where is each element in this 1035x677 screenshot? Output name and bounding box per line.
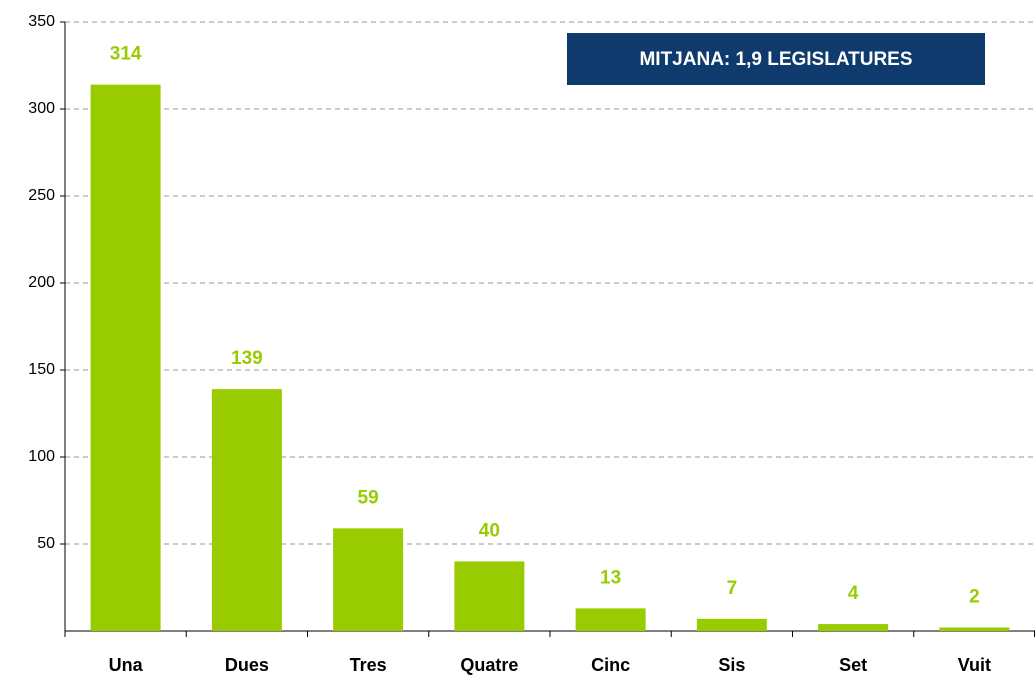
x-tick-label: Vuit — [958, 655, 991, 675]
y-tick-label: 50 — [37, 535, 55, 552]
annotation: MITJANA: 1,9 LEGISLATURES — [639, 49, 912, 70]
annotation-box — [567, 33, 985, 85]
y-tick-label: 150 — [28, 361, 55, 378]
x-tick-label: Sis — [718, 655, 745, 675]
value-label: 40 — [479, 520, 500, 541]
bar — [696, 618, 767, 631]
y-tick-label: 100 — [28, 448, 55, 465]
bar — [575, 608, 646, 631]
y-tick-label: 300 — [28, 100, 55, 117]
value-label: 59 — [358, 487, 379, 508]
bar — [454, 561, 525, 631]
x-tick-label: Cinc — [591, 655, 630, 675]
value-label: 314 — [110, 44, 142, 65]
bar — [939, 627, 1010, 631]
value-label: 2 — [969, 587, 980, 608]
y-tick-label: 350 — [28, 13, 55, 30]
x-tick-label: Dues — [225, 655, 269, 675]
x-tick-label: Una — [109, 655, 144, 675]
y-tick-label: 250 — [28, 187, 55, 204]
bar — [90, 84, 161, 631]
x-tick-label: Quatre — [460, 655, 518, 675]
y-tick-label: 200 — [28, 274, 55, 291]
value-label: 7 — [727, 578, 738, 599]
bar — [333, 528, 404, 631]
value-label: 13 — [600, 567, 621, 588]
x-tick-label: Tres — [350, 655, 387, 675]
bar — [818, 624, 889, 631]
x-tick-label: Set — [839, 655, 867, 675]
value-label: 139 — [231, 348, 263, 369]
bar — [211, 389, 282, 631]
value-label: 4 — [848, 583, 859, 604]
